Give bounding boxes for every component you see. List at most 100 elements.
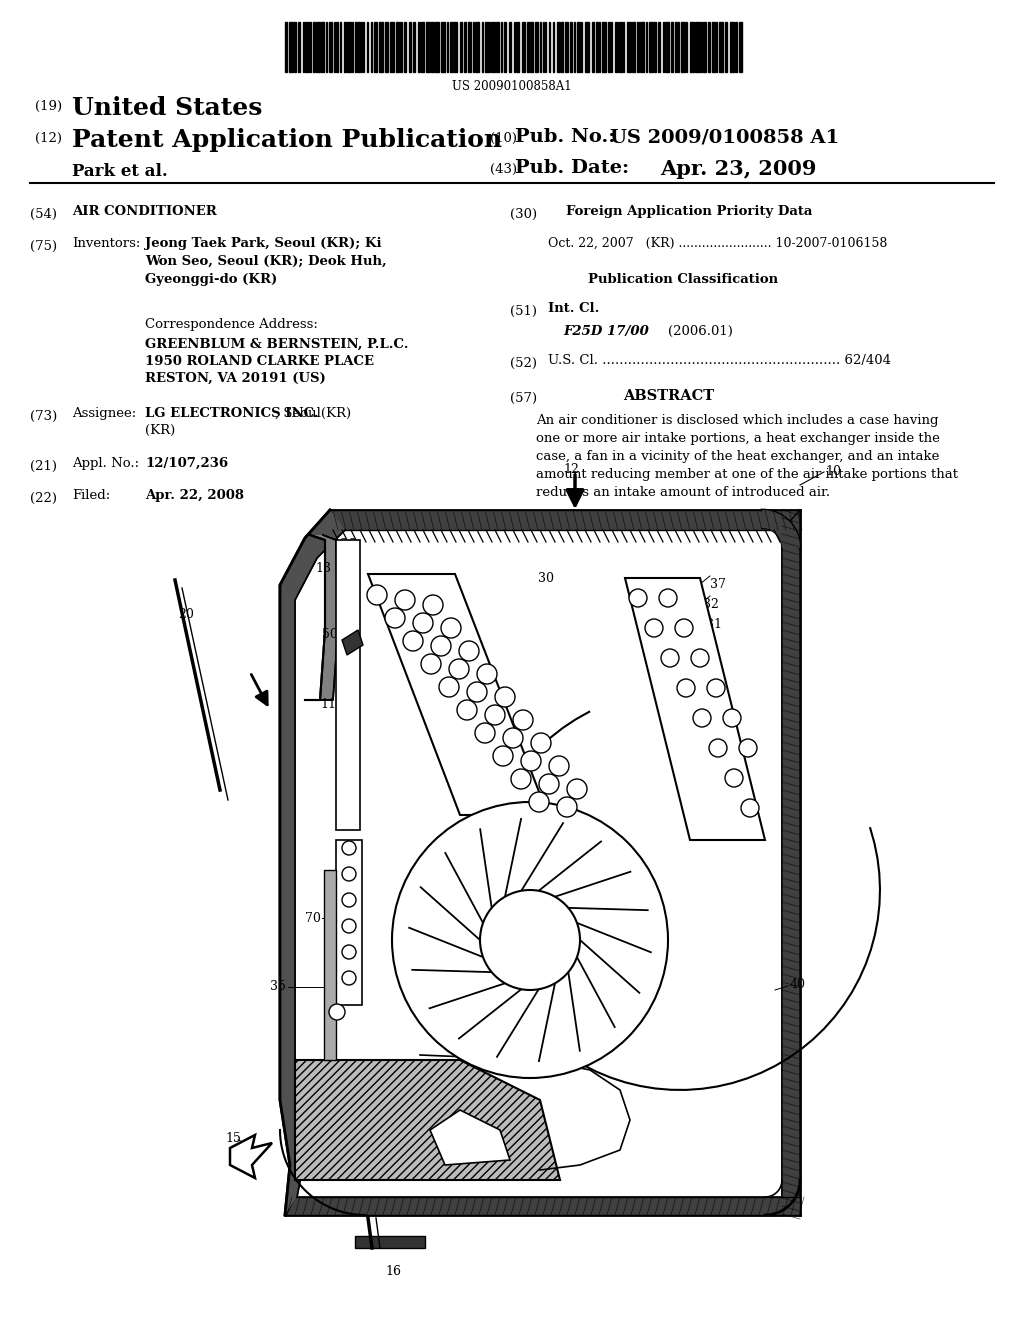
Circle shape	[739, 739, 757, 756]
Bar	[336, 840, 362, 1005]
Bar	[695, 22, 699, 73]
Polygon shape	[295, 1060, 560, 1180]
Bar	[712, 22, 715, 73]
Text: (12): (12)	[35, 132, 62, 145]
Text: (10): (10)	[490, 132, 517, 145]
Bar	[413, 22, 415, 73]
Bar	[516, 22, 519, 73]
Bar	[522, 22, 525, 73]
Bar	[460, 22, 462, 73]
Bar	[313, 22, 315, 73]
Text: Pub. No.:: Pub. No.:	[515, 128, 615, 147]
Circle shape	[725, 770, 743, 787]
Bar	[492, 22, 495, 73]
Text: (2006.01): (2006.01)	[668, 325, 733, 338]
Text: Jeong Taek Park, Seoul (KR); Ki
Won Seo, Seoul (KR); Deok Huh,
Gyeonggi-do (KR): Jeong Taek Park, Seoul (KR); Ki Won Seo,…	[145, 238, 387, 286]
Circle shape	[539, 774, 559, 795]
Circle shape	[439, 677, 459, 697]
Bar	[496, 22, 499, 73]
Bar	[309, 22, 311, 73]
Bar	[730, 22, 734, 73]
Bar	[739, 22, 742, 73]
Bar	[298, 22, 300, 73]
Text: AIR CONDITIONER: AIR CONDITIONER	[72, 205, 217, 218]
Text: Apr. 23, 2009: Apr. 23, 2009	[660, 158, 816, 180]
Bar	[464, 22, 466, 73]
Circle shape	[392, 803, 668, 1078]
Circle shape	[480, 890, 580, 990]
Text: 10: 10	[825, 465, 841, 478]
Circle shape	[557, 797, 577, 817]
Bar	[409, 22, 411, 73]
Text: United States: United States	[72, 96, 262, 120]
Circle shape	[485, 705, 505, 725]
Text: Inventors:: Inventors:	[72, 238, 140, 249]
Text: 13: 13	[315, 562, 331, 576]
Bar	[475, 22, 479, 73]
Text: (30): (30)	[510, 209, 538, 220]
Bar	[649, 22, 653, 73]
Text: (KR): (KR)	[145, 424, 175, 437]
Bar	[441, 22, 445, 73]
Bar	[703, 22, 706, 73]
Text: 32: 32	[703, 598, 719, 611]
Text: Correspondence Address:: Correspondence Address:	[145, 318, 317, 331]
Circle shape	[449, 659, 469, 678]
Bar	[404, 22, 406, 73]
Bar	[426, 22, 430, 73]
Bar	[435, 22, 439, 73]
Text: U.S. Cl. ........................................................ 62/404: U.S. Cl. ...............................…	[548, 354, 891, 367]
Circle shape	[709, 739, 727, 756]
Bar	[615, 22, 617, 73]
Bar	[431, 22, 434, 73]
Text: 1950 ROLAND CLARKE PLACE: 1950 ROLAND CLARKE PLACE	[145, 355, 374, 368]
Circle shape	[395, 590, 415, 610]
Bar	[453, 22, 457, 73]
Text: 20: 20	[178, 609, 194, 620]
Bar	[719, 22, 723, 73]
Text: (57): (57)	[510, 392, 538, 405]
Text: Apr. 22, 2008: Apr. 22, 2008	[145, 488, 244, 502]
Text: (21): (21)	[30, 459, 57, 473]
Text: Filed:: Filed:	[72, 488, 111, 502]
Polygon shape	[336, 540, 360, 830]
Bar	[396, 22, 399, 73]
Circle shape	[549, 756, 569, 776]
Text: 37: 37	[710, 578, 726, 591]
Circle shape	[531, 733, 551, 752]
Bar	[321, 22, 324, 73]
Text: Park et al.: Park et al.	[72, 162, 168, 180]
Circle shape	[342, 972, 356, 985]
Bar	[561, 22, 563, 73]
Circle shape	[629, 589, 647, 607]
Text: Appl. No.:: Appl. No.:	[72, 457, 139, 470]
Text: Patent Application Publication: Patent Application Publication	[72, 128, 502, 152]
Text: (52): (52)	[510, 356, 537, 370]
Bar	[485, 22, 489, 73]
Text: 40: 40	[790, 978, 806, 991]
Bar	[608, 22, 610, 73]
Bar	[700, 22, 702, 73]
Bar	[400, 22, 402, 73]
Bar	[585, 22, 589, 73]
Text: 70: 70	[305, 912, 321, 925]
Text: (75): (75)	[30, 240, 57, 253]
Polygon shape	[330, 510, 800, 531]
Text: Assignee:: Assignee:	[72, 407, 136, 420]
Circle shape	[342, 919, 356, 933]
Bar	[681, 22, 685, 73]
Circle shape	[342, 841, 356, 855]
Text: (54): (54)	[30, 209, 57, 220]
Text: 30: 30	[538, 572, 554, 585]
Polygon shape	[625, 578, 765, 840]
Circle shape	[662, 649, 679, 667]
Circle shape	[677, 678, 695, 697]
Bar	[620, 22, 622, 73]
Text: F25D 17/00: F25D 17/00	[563, 325, 649, 338]
Bar	[735, 22, 737, 73]
Text: 36: 36	[340, 539, 356, 550]
Polygon shape	[280, 510, 345, 1214]
Bar	[336, 22, 338, 73]
Polygon shape	[285, 1197, 800, 1214]
Circle shape	[691, 649, 709, 667]
